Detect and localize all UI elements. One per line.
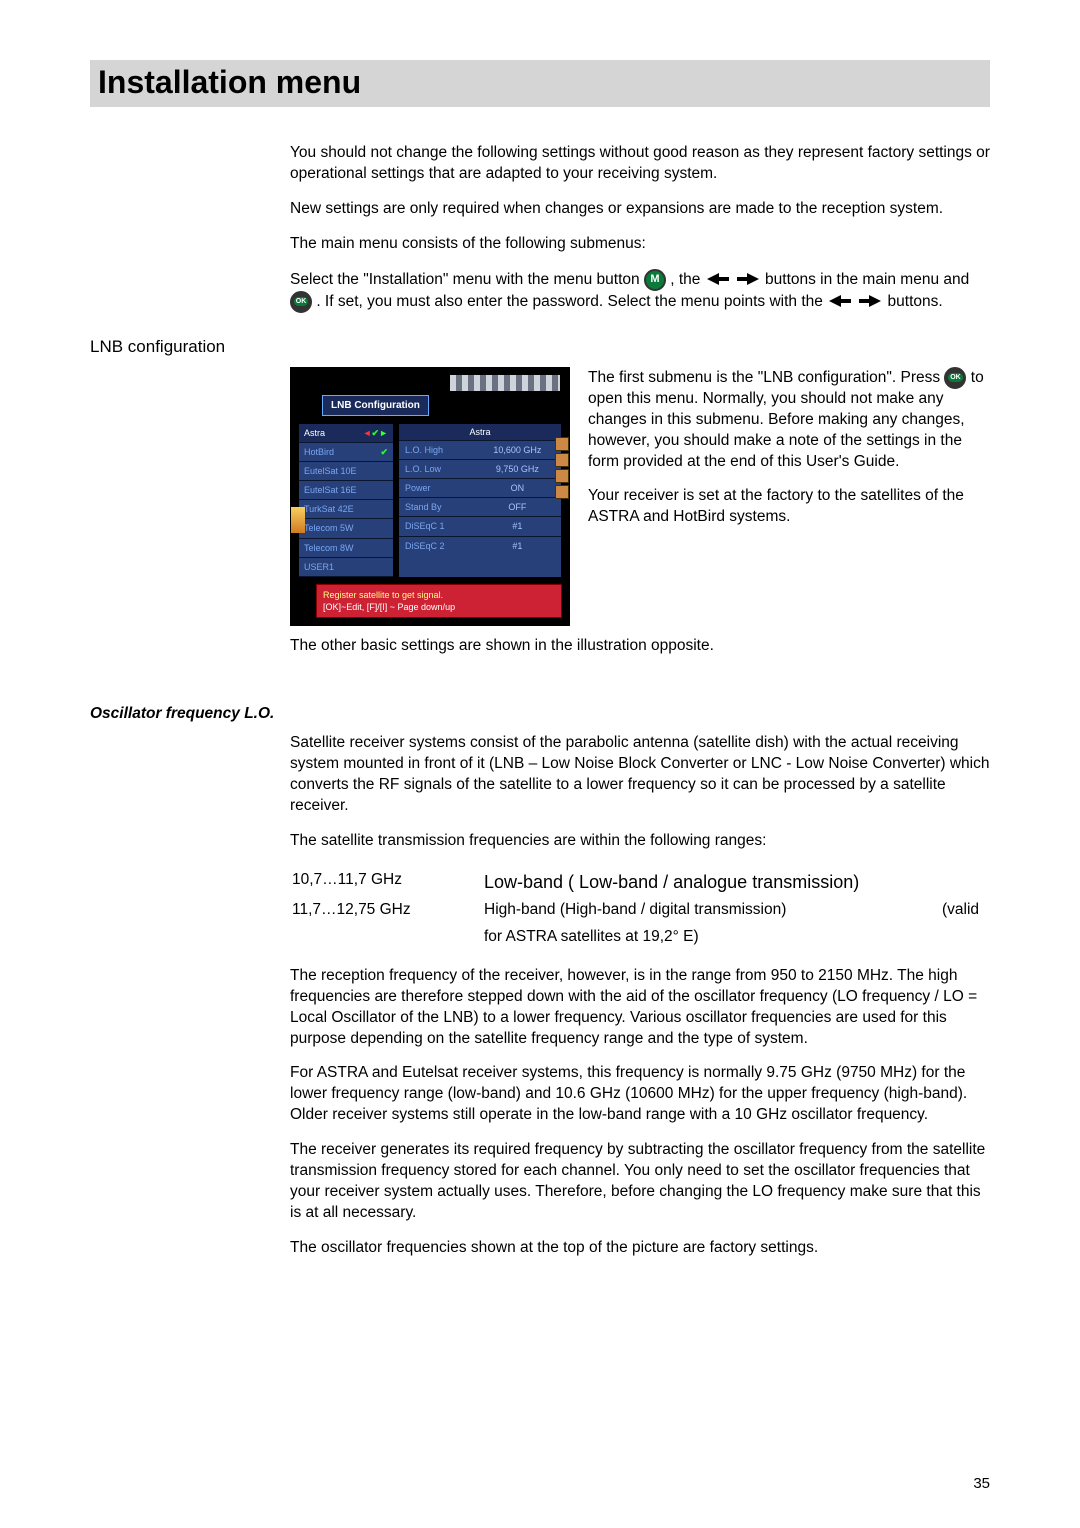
satellite-list-item: Telecom 5W <box>299 519 393 538</box>
param-row: PowerON <box>399 479 561 498</box>
ok-button-icon: OK <box>944 367 966 389</box>
lnb-p1: The first submenu is the "LNB configurat… <box>588 367 990 473</box>
screenshot-window-title: LNB Configuration <box>322 395 429 417</box>
text-fragment: The first submenu is the "LNB configurat… <box>588 369 944 386</box>
hint-line: Register satellite to get signal. <box>323 589 555 601</box>
intro-p2: New settings are only required when chan… <box>290 199 990 220</box>
satellite-list-item: USER1 <box>299 558 393 577</box>
satellite-list-item: Telecom 8W <box>299 539 393 558</box>
page-number: 35 <box>973 1475 990 1492</box>
satellite-list-item: TurkSat 42E <box>299 500 393 519</box>
intro-p3: The main menu consists of the following … <box>290 234 990 255</box>
param-row: L.O. Low9,750 GHz <box>399 460 561 479</box>
lnb-block: LNB Configuration Astra◄✔►HotBird✔EutelS… <box>290 367 990 657</box>
lnb-p2: Your receiver is set at the factory to t… <box>588 486 990 528</box>
freq-desc: Low-band ( Low-band / analogue transmiss… <box>484 868 988 896</box>
satellite-list: Astra◄✔►HotBird✔EutelSat 10EEutelSat 16E… <box>298 423 394 578</box>
title-bar: Installation menu <box>90 60 990 107</box>
left-right-arrows-icon <box>827 291 883 312</box>
param-row: Stand ByOFF <box>399 498 561 517</box>
osc-p5: The receiver generates its required freq… <box>290 1140 990 1224</box>
freq-range: 10,7…11,7 GHz <box>292 868 482 896</box>
intro-block: You should not change the following sett… <box>290 143 990 313</box>
left-right-arrows-icon <box>705 269 761 290</box>
text-fragment: buttons in the main menu and <box>765 271 969 288</box>
text-fragment: Select the "Installation" menu with the … <box>290 271 644 288</box>
screenshot-hint: Register satellite to get signal. [OK]~E… <box>316 584 562 618</box>
satellite-params: Astra L.O. High10,600 GHzL.O. Low9,750 G… <box>398 423 562 578</box>
intro-p1: You should not change the following sett… <box>290 143 990 185</box>
osc-block: Satellite receiver systems consist of th… <box>290 733 990 1259</box>
text-fragment: . If set, you must also enter the passwo… <box>316 293 827 310</box>
param-row: DiSEqC 2#1 <box>399 536 561 555</box>
menu-button-icon: M <box>644 269 666 291</box>
text-fragment: buttons. <box>888 293 943 310</box>
osc-p4: For ASTRA and Eutelsat receiver systems,… <box>290 1063 990 1126</box>
osc-p2: The satellite transmission frequencies a… <box>290 831 990 852</box>
satellite-list-item: EutelSat 16E <box>299 481 393 500</box>
freq-desc: for ASTRA satellites at 19,2° E) <box>484 925 988 950</box>
table-row: 11,7…12,75 GHz High-band (High-band / di… <box>292 898 988 923</box>
lnb-heading: LNB configuration <box>90 337 990 357</box>
freq-valid: (valid <box>928 898 988 923</box>
osc-p1: Satellite receiver systems consist of th… <box>290 733 990 817</box>
param-row: DiSEqC 1#1 <box>399 517 561 536</box>
freq-range: 11,7…12,75 GHz <box>292 898 482 923</box>
page-title: Installation menu <box>98 64 982 101</box>
table-row: for ASTRA satellites at 19,2° E) <box>292 925 988 950</box>
satellite-list-item: EutelSat 10E <box>299 462 393 481</box>
frequency-table: 10,7…11,7 GHz Low-band ( Low-band / anal… <box>290 866 990 952</box>
osc-p3: The reception frequency of the receiver,… <box>290 966 990 1050</box>
lnb-screenshot: LNB Configuration Astra◄✔►HotBird✔EutelS… <box>290 367 570 626</box>
osc-p6: The oscillator frequencies shown at the … <box>290 1238 990 1259</box>
text-fragment: , the <box>670 271 704 288</box>
hint-line: [OK]~Edit, [F]/[I] ~ Page down/up <box>323 601 555 613</box>
freq-desc: High-band (High-band / digital transmiss… <box>484 898 926 923</box>
intro-select-line: Select the "Installation" menu with the … <box>290 269 990 313</box>
param-row: L.O. High10,600 GHz <box>399 440 561 459</box>
satellite-list-item: HotBird✔ <box>299 443 393 462</box>
osc-heading: Oscillator frequency L.O. <box>90 705 990 723</box>
satellite-list-item: Astra◄✔► <box>299 424 393 443</box>
table-row: 10,7…11,7 GHz Low-band ( Low-band / anal… <box>292 868 988 896</box>
ok-button-icon: OK <box>290 291 312 313</box>
params-header: Astra <box>399 424 561 440</box>
lnb-below: The other basic settings are shown in th… <box>290 636 990 657</box>
